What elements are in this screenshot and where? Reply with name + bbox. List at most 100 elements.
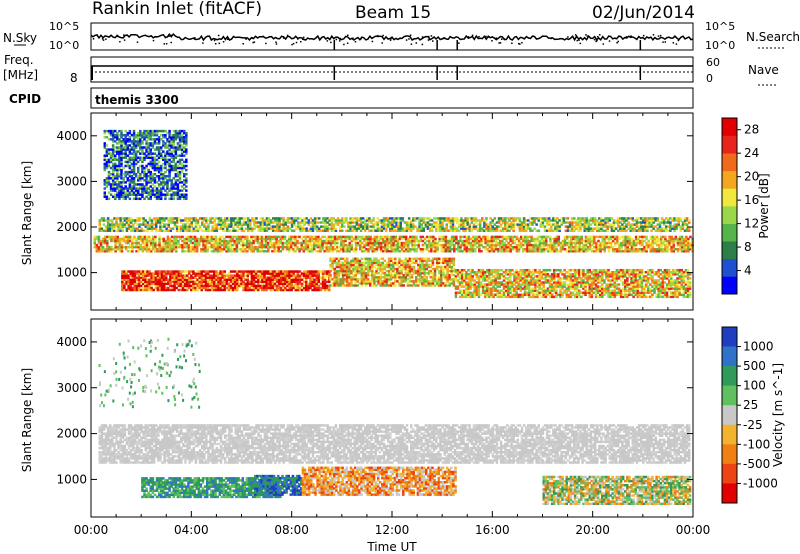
power-echo-cell	[613, 243, 617, 247]
power-echo-cell	[542, 245, 546, 249]
power-echo-cell	[350, 243, 354, 247]
power-echo-cell	[417, 271, 420, 275]
power-echo-cell	[433, 257, 437, 261]
power-echo-cell	[331, 284, 334, 287]
power-echo-cell	[386, 235, 389, 239]
power-echo-cell	[227, 288, 231, 292]
power-echo-cell	[366, 227, 369, 230]
power-echo-cell	[394, 263, 397, 267]
power-echo-cell	[246, 219, 250, 222]
power-echo-cell	[588, 237, 592, 241]
power-echo-cell	[670, 245, 673, 249]
power-echo-cell	[206, 288, 210, 292]
power-echo-cell	[196, 280, 199, 284]
power-echo-cell	[683, 229, 687, 232]
power-echo-cell	[400, 243, 404, 247]
power-echo-cell	[547, 227, 551, 230]
power-echo-cell	[585, 221, 589, 224]
power-echo-cell	[354, 247, 358, 251]
power-echo-cell	[481, 219, 484, 222]
power-echo-cell	[179, 282, 183, 286]
power-echo-cell	[343, 267, 347, 271]
power-echo-cell	[186, 225, 189, 228]
power-echo-cell	[472, 217, 476, 220]
power-echo-cell	[354, 282, 357, 285]
power-echo-cell	[331, 263, 334, 267]
power-echo-cell	[204, 270, 208, 273]
power-echo-cell	[230, 219, 233, 222]
power-echo-cell	[341, 257, 345, 261]
power-echo-cell	[227, 241, 230, 245]
power-echo-cell	[318, 229, 321, 232]
power-echo-cell	[142, 276, 145, 279]
power-echo-cell	[631, 227, 635, 230]
power-echo-cell	[433, 273, 437, 277]
nsearch-point	[597, 35, 599, 38]
power-echo-cell	[433, 267, 437, 271]
power-echo-cell	[491, 221, 494, 224]
power-echo-cell	[621, 217, 624, 220]
power-echo-cell	[154, 243, 157, 247]
power-echo-cell	[432, 243, 435, 247]
power-echo-cell	[158, 235, 161, 239]
power-echo-cell	[415, 239, 418, 243]
power-echo-cell	[143, 235, 147, 239]
power-echo-cell	[252, 272, 256, 275]
power-echo-cell	[284, 227, 288, 230]
power-echo-cell	[505, 243, 508, 247]
power-echo-cell	[328, 217, 331, 220]
power-echo-cell	[296, 247, 299, 251]
power-echo-cell	[463, 239, 466, 243]
power-echo-cell	[350, 259, 353, 263]
power-echo-cell	[404, 261, 408, 265]
power-echo-cell	[442, 276, 445, 279]
power-echo-cell	[495, 227, 499, 230]
power-echo-cell	[167, 270, 170, 273]
power-echo-cell	[455, 227, 459, 230]
power-echo-cell	[114, 250, 117, 253]
power-echo-cell	[396, 273, 399, 277]
power-echo-cell	[246, 286, 250, 290]
power-echo-cell	[319, 288, 323, 292]
power-echo-cell	[112, 247, 115, 251]
power-echo-cell	[312, 243, 316, 247]
power-echo-cell	[646, 225, 649, 228]
power-echo-cell	[146, 278, 149, 281]
power-echo-cell	[517, 241, 521, 245]
power-echo-cell	[366, 257, 370, 261]
power-echo-cell	[396, 241, 400, 245]
power-echo-cell	[315, 241, 318, 245]
power-echo-cell	[597, 247, 600, 251]
power-echo-cell	[239, 243, 243, 247]
power-echo-cell	[649, 237, 653, 241]
power-echo-cell	[549, 245, 552, 249]
power-echo-cell	[655, 239, 659, 243]
power-echo-cell	[471, 235, 475, 239]
power-echo-cell	[330, 219, 334, 222]
power-echo-cell	[467, 241, 471, 245]
power-echo-cell	[167, 288, 170, 292]
power-echo-cell	[146, 223, 150, 226]
power-echo-cell	[492, 250, 496, 253]
power-echo-cell	[639, 247, 642, 251]
power-echo-cell	[394, 284, 397, 287]
power-echo-cell	[369, 243, 372, 247]
power-echo-cell	[319, 282, 323, 286]
power-echo-cell	[141, 247, 145, 251]
power-echo-cell	[685, 227, 689, 230]
power-echo-cell	[253, 223, 256, 226]
power-echo-cell	[585, 223, 589, 226]
power-echo-cell	[448, 243, 452, 247]
nsearch-point	[586, 35, 589, 37]
power-echo-cell	[593, 227, 597, 230]
power-echo-cell	[468, 217, 471, 220]
power-echo-cell	[158, 237, 161, 241]
power-echo-cell	[354, 250, 358, 253]
power-echo-cell	[554, 227, 557, 230]
power-echo-cell	[465, 250, 469, 253]
power-echo-cell	[423, 282, 426, 285]
power-echo-cell	[413, 247, 416, 251]
power-echo-cell	[317, 274, 321, 277]
power-echo-cell	[410, 284, 414, 287]
power-echo-cell	[568, 243, 571, 247]
